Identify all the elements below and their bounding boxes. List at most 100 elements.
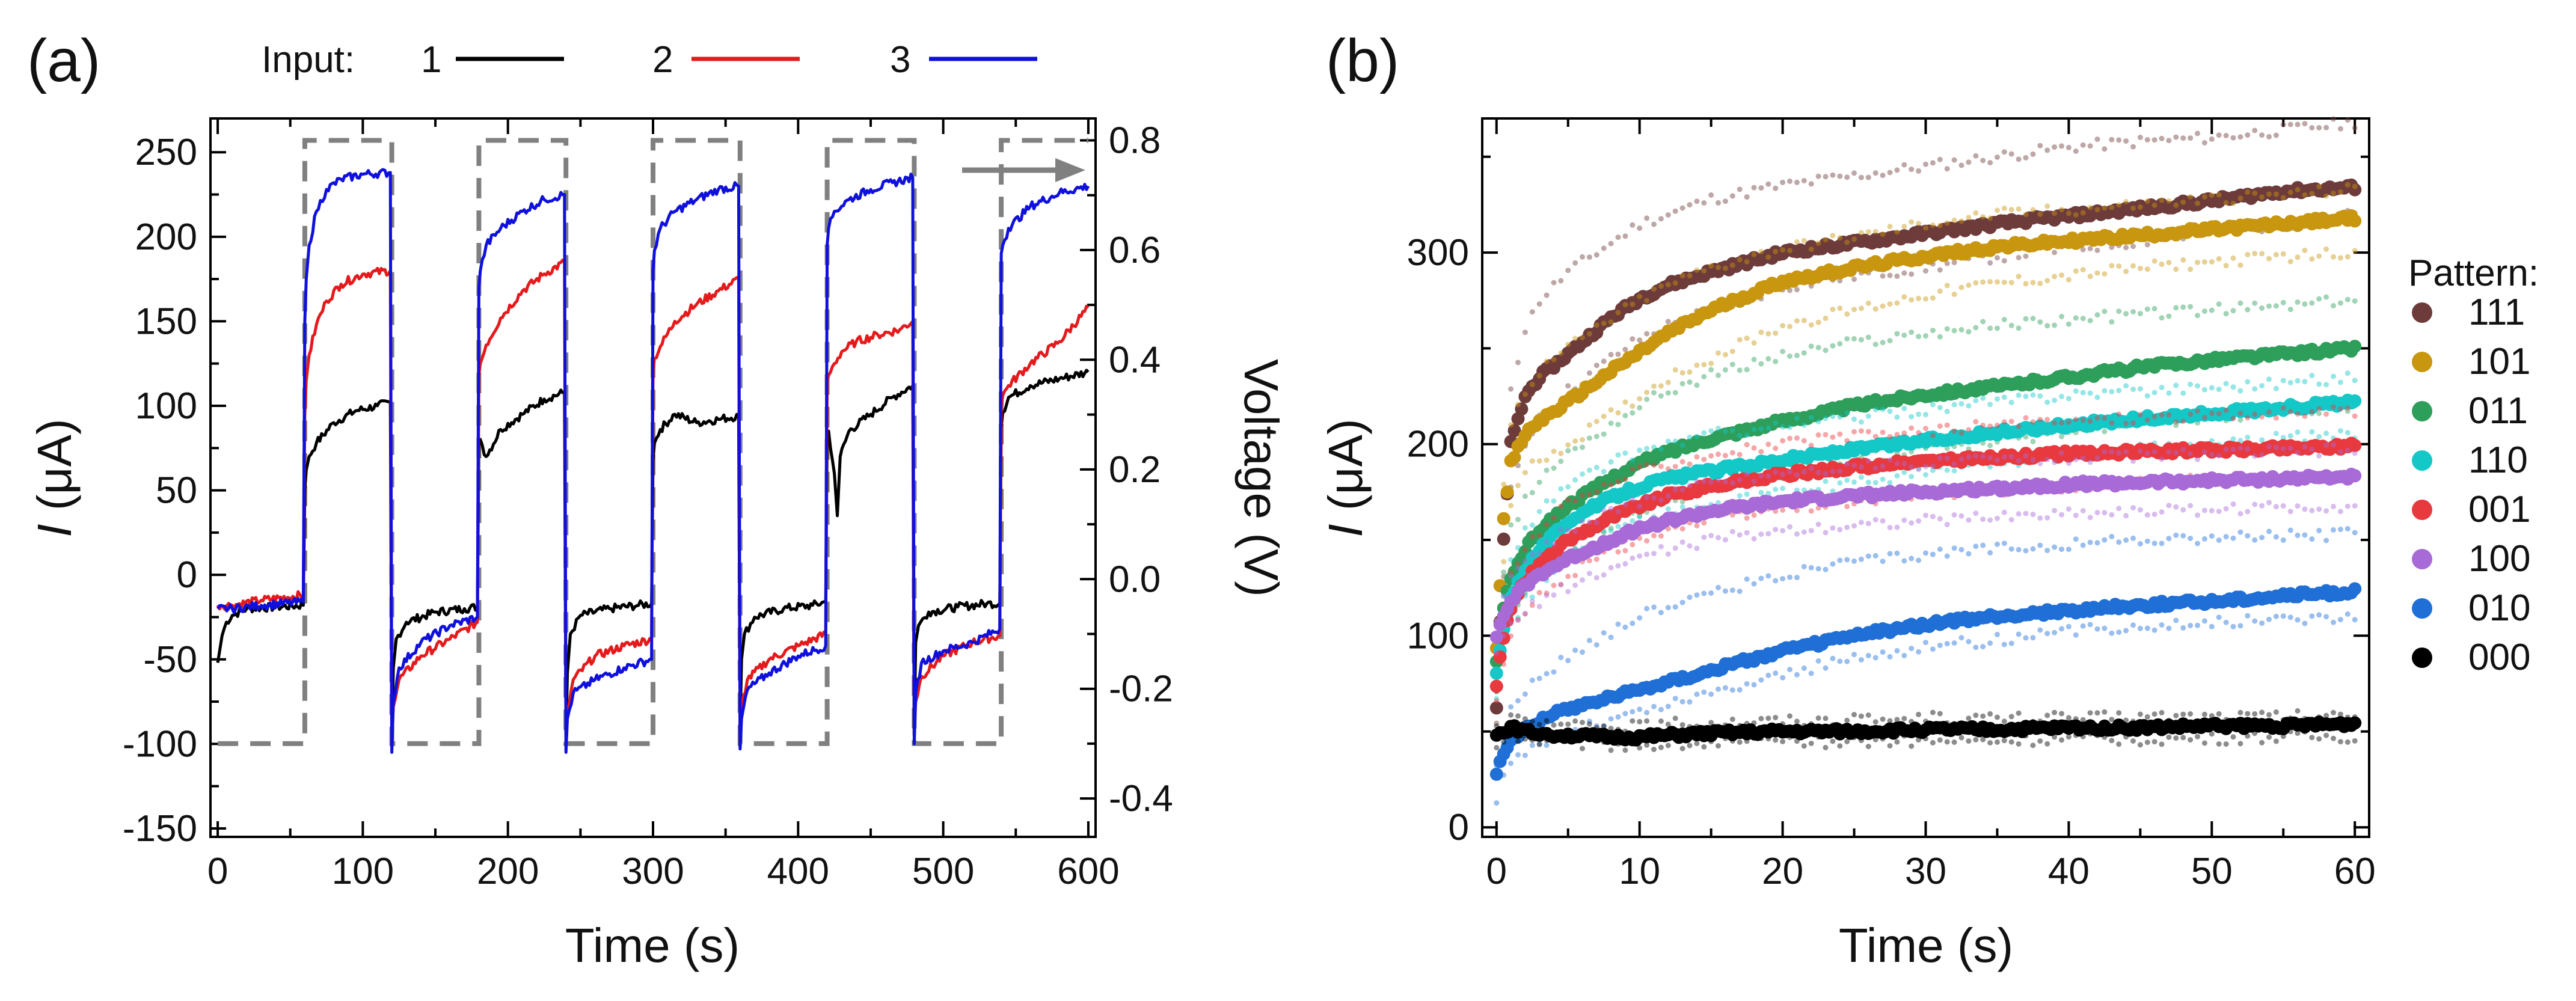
pattern-001-replicate-point — [2073, 417, 2079, 422]
pattern-101-replicate-point — [1615, 310, 1621, 316]
pattern-101-replicate-point — [1630, 301, 1636, 307]
pattern-100-replicate-point — [1529, 552, 1535, 558]
pattern-110-replicate-point — [2094, 394, 2100, 400]
pattern-010-replicate-point — [1851, 652, 1857, 658]
pattern-101-replicate-point — [1658, 383, 1664, 389]
pattern-100-replicate-point — [1930, 513, 1936, 519]
pattern-110-replicate-point — [1644, 445, 1650, 452]
pattern-111-replicate-point — [2302, 121, 2308, 127]
pattern-110-replicate-point — [1665, 506, 1671, 512]
pattern-110-replicate-point — [1765, 491, 1771, 497]
pattern-101-replicate-point — [2337, 255, 2343, 261]
pattern-010-replicate-point — [1701, 689, 1707, 695]
pattern-010-replicate-point — [2309, 536, 2315, 542]
pattern-100-replicate-point — [1801, 529, 1807, 535]
pattern-110-replicate-point — [1515, 614, 1521, 620]
pattern-111-replicate-point — [2059, 143, 2064, 149]
pattern-010-replicate-point — [2116, 629, 2122, 635]
pattern-000-replicate-point — [2180, 735, 2186, 741]
pattern-100-replicate-point — [1773, 527, 1779, 533]
pattern-011-replicate-point — [2044, 323, 2050, 329]
pattern-110-replicate-point — [1844, 410, 1850, 416]
x-tick-label: 600 — [1057, 851, 1119, 892]
pattern-001-replicate-point — [2052, 420, 2058, 426]
pattern-001-replicate-point — [1722, 453, 1728, 459]
pattern-110-replicate-point — [1958, 401, 1964, 407]
pattern-011-replicate-point — [1701, 374, 1707, 379]
pattern-101-replicate-point — [1558, 350, 1564, 356]
pattern-001-replicate-point — [1930, 432, 1936, 438]
pattern-101-replicate-point — [2080, 210, 2086, 216]
pattern-010-replicate-point — [2280, 613, 2286, 619]
pattern-101-replicate-point — [2116, 263, 2122, 269]
pattern-000-replicate-point — [1930, 709, 1936, 715]
pattern-100-replicate-point — [1565, 589, 1571, 595]
pattern-001-replicate-point — [1586, 491, 1592, 497]
pattern-011-replicate-point — [1508, 522, 1514, 528]
pattern-101-replicate-point — [1729, 349, 1735, 354]
pattern-100-replicate-point — [1958, 513, 1964, 519]
pattern-011-replicate-point — [2102, 308, 2108, 314]
pattern-100-replicate-point — [1973, 510, 1979, 516]
pattern-100-replicate-point — [1637, 503, 1643, 509]
pattern-011-replicate-point — [1794, 352, 1800, 358]
pattern-010-replicate-point — [1593, 723, 1599, 729]
pattern-101-replicate-point — [1536, 458, 1542, 464]
panel-a-x-axis-title: Time (s) — [565, 919, 740, 972]
pattern-001-replicate-point — [2087, 418, 2093, 424]
pattern-110-replicate-point — [2030, 392, 2036, 398]
pattern-011-replicate-point — [1586, 435, 1592, 441]
pattern-010-replicate-point — [2195, 540, 2200, 546]
pattern-111-replicate-point — [1923, 161, 1928, 167]
pattern-010-replicate-point — [2216, 537, 2222, 543]
pattern-110-replicate-point — [2309, 373, 2315, 379]
pattern-101-replicate-point — [2102, 271, 2108, 277]
pattern-110-replicate-point — [1966, 403, 1972, 409]
pattern-001-replicate-point — [1622, 477, 1628, 483]
pattern-001-replicate-point — [2266, 409, 2272, 415]
pattern-110-replicate-point — [1529, 594, 1535, 600]
pattern-100-replicate-point — [1522, 558, 1528, 564]
pattern-010-replicate-point — [2023, 548, 2029, 554]
y-right-tick-label: 0.2 — [1109, 449, 1161, 491]
pattern-000-replicate-point — [1815, 715, 1821, 721]
pattern-001-replicate-point — [1630, 542, 1636, 548]
pattern-001-replicate-point — [1909, 425, 1915, 431]
pattern-100-replicate-point — [2230, 501, 2236, 507]
pattern-101-replicate-point — [1980, 214, 1986, 220]
pattern-001-replicate-point — [1630, 467, 1636, 473]
pattern-010-replicate-point — [2188, 536, 2194, 541]
pattern-010-series — [1489, 526, 2362, 806]
pattern-101-replicate-point — [2130, 205, 2136, 211]
pattern-010-replicate-point — [2023, 635, 2029, 641]
pattern-011-replicate-point — [1880, 340, 1886, 346]
pattern-010-replicate-point — [1593, 642, 1599, 648]
pattern-010-replicate-point — [1995, 541, 2000, 547]
pattern-100-replicate-point — [1758, 473, 1764, 479]
pattern-010-replicate-point — [1665, 605, 1671, 611]
x-tick-label: 300 — [622, 851, 684, 892]
pattern-011-replicate-point — [1558, 458, 1564, 464]
pattern-100-replicate-point — [1937, 516, 1943, 522]
pattern-010-replicate-point — [1708, 590, 1714, 596]
pattern-110-replicate-point — [1722, 429, 1728, 434]
pattern-001-replicate-point — [2137, 412, 2143, 418]
pattern-010-replicate-point — [1687, 595, 1693, 600]
pattern-100-replicate-point — [1765, 473, 1771, 479]
pattern-110-replicate-point — [1515, 545, 1521, 551]
pattern-110-replicate-point — [1980, 395, 1986, 401]
pattern-000-replicate-point — [2252, 711, 2258, 717]
pattern-000-replicate-point — [1658, 718, 1664, 724]
pattern-010-replicate-point — [2159, 540, 2165, 546]
pattern-101-replicate-point — [1930, 222, 1936, 228]
pattern-110-replicate-point — [2237, 388, 2243, 394]
pattern-001-replicate-point — [1551, 515, 1557, 521]
pattern-010-replicate-point — [2102, 537, 2108, 543]
pattern-001-replicate-point — [1608, 482, 1614, 488]
pattern-101-replicate-point — [1995, 279, 2000, 285]
pattern-010-replicate-point — [1858, 657, 1864, 663]
pattern-010-replicate-point — [1751, 581, 1757, 587]
pattern-101-replicate-point — [1586, 422, 1592, 428]
pattern-101-replicate-point — [1708, 361, 1714, 366]
pattern-111-replicate-point — [2201, 140, 2207, 145]
